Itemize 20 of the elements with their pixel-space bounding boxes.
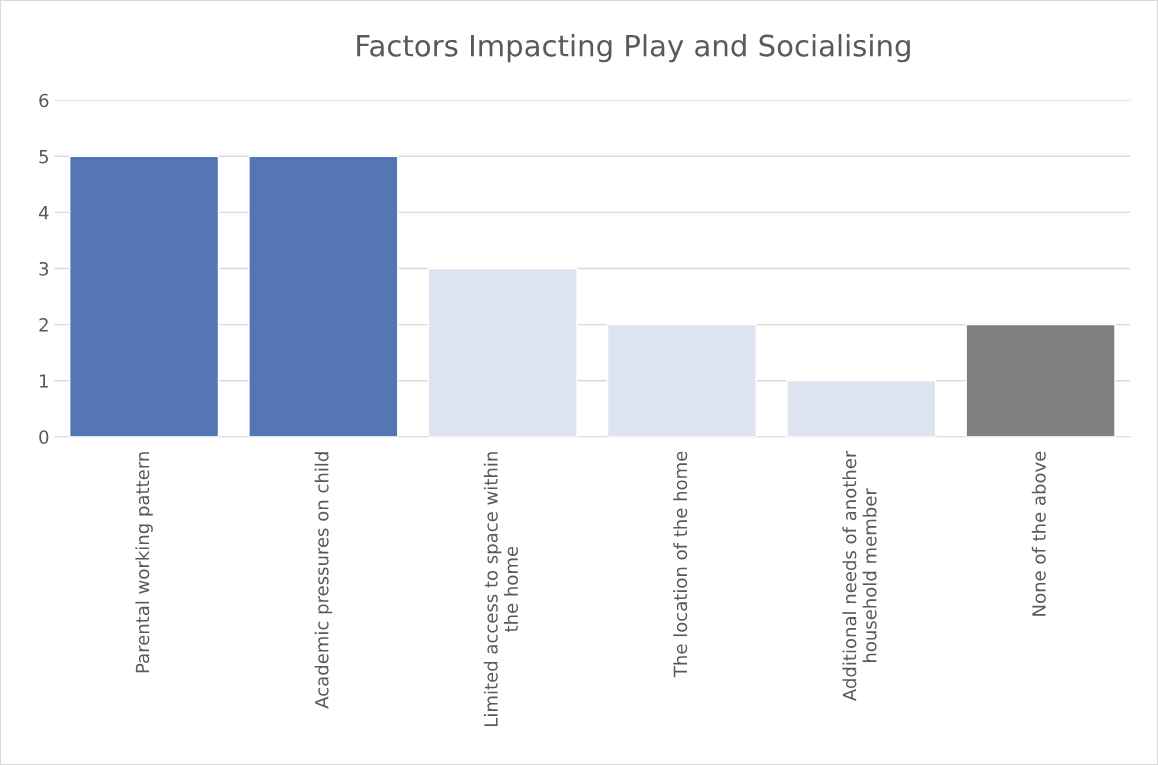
x-tick-label: Limited access to space within the home (483, 452, 519, 726)
y-tick-label: 2 (39, 318, 48, 332)
y-tick-label: 0 (39, 430, 49, 444)
y-tick-label: 4 (38, 206, 49, 220)
x-tick-label: Academic pressures on child (314, 452, 333, 709)
y-tick-label: 3 (39, 261, 49, 276)
y-tick-label: 1 (40, 374, 48, 388)
bar (606, 323, 758, 437)
x-tick-label: None of the above (1031, 451, 1046, 616)
bar (68, 155, 220, 437)
bar (248, 155, 399, 437)
x-tick-label: The location of the home (673, 451, 688, 678)
y-tick-label: 5 (39, 150, 48, 164)
bar (965, 323, 1116, 437)
chart-title: Factors Impacting Play and Socialising (357, 34, 910, 63)
x-tick-label: Parental working pattern (135, 452, 153, 673)
y-tick-label: 6 (39, 93, 49, 108)
x-tick-label: Additional needs of another household member (842, 450, 877, 701)
bar (786, 380, 937, 437)
bar (427, 267, 578, 437)
